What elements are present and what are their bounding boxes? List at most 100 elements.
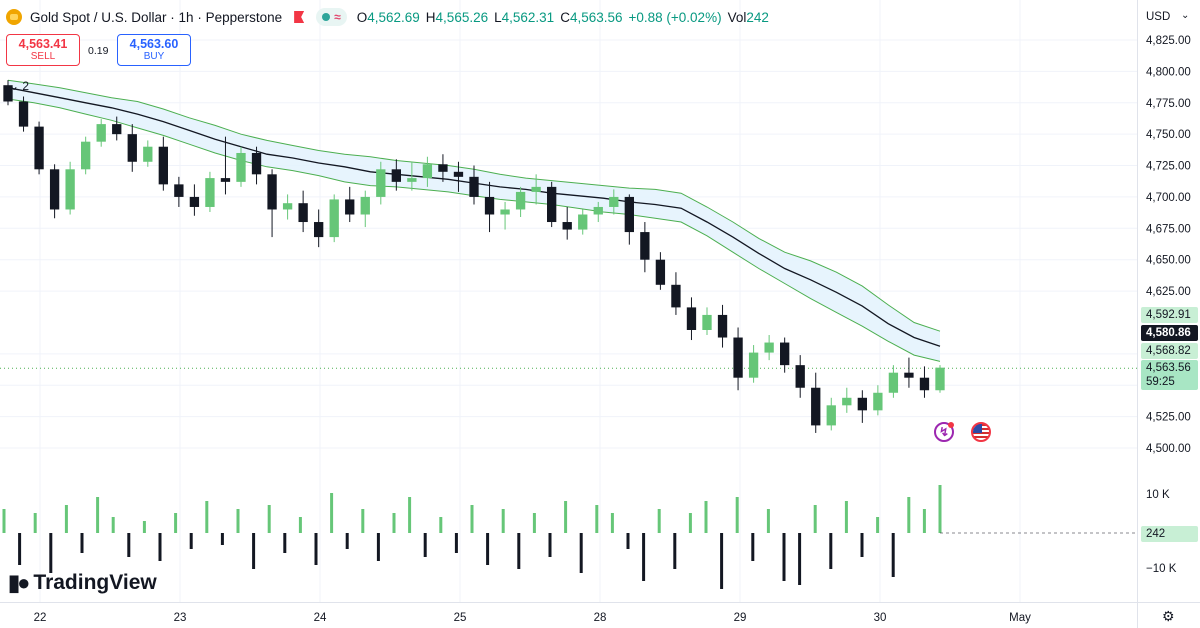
volume-bar	[673, 533, 677, 569]
volume-bar	[454, 533, 458, 553]
candle-body	[686, 307, 697, 330]
last-price-label: 4,563.56 59:25	[1141, 360, 1198, 390]
candle-body	[888, 372, 899, 393]
price-tick-label: 4,800.00	[1146, 66, 1191, 78]
spread-value: 0.19	[88, 45, 109, 57]
candle-body	[391, 169, 401, 182]
volume-bar	[548, 533, 552, 557]
candle-body	[329, 199, 339, 238]
candle-body	[298, 203, 308, 223]
upper-band-label: 4,592.91	[1141, 307, 1198, 323]
candle-body	[904, 372, 914, 378]
volume-bar	[517, 533, 521, 569]
candle-body	[236, 152, 246, 182]
time-tick-label: 29	[734, 612, 747, 624]
us-flag-event-icon[interactable]	[971, 422, 991, 442]
wave-icon: ≈	[334, 10, 341, 24]
candle-body	[562, 222, 572, 230]
candle-body	[143, 146, 153, 162]
candle-body	[174, 184, 184, 197]
bar-countdown: 59:25	[1146, 376, 1175, 388]
candle-body	[65, 169, 75, 210]
volume-bar	[96, 497, 100, 533]
price-tick-label: 4,675.00	[1146, 223, 1191, 235]
sell-price: 4,563.41	[18, 36, 68, 51]
volume-bar	[907, 497, 911, 533]
indicator-toggle[interactable]: ⌄ 2	[9, 79, 30, 93]
candle-body	[500, 209, 510, 215]
volume-tick-label: 10 K	[1146, 489, 1170, 501]
buy-button[interactable]: 4,563.60 BUY	[117, 34, 191, 66]
candle-body	[407, 178, 417, 182]
volume-bar	[844, 501, 848, 533]
volume-bar	[267, 505, 271, 533]
lower-band-label: 4,568.82	[1141, 343, 1198, 359]
candle-body	[655, 259, 666, 285]
candle-body	[531, 186, 541, 192]
price-tick-label: 4,525.00	[1146, 412, 1191, 424]
volume-axis-labels: 10 K −10 K	[1146, 489, 1177, 575]
settings-icon[interactable]: ⚙	[1162, 608, 1175, 624]
price-tick-label: 4,700.00	[1146, 192, 1191, 204]
time-tick-label: 25	[454, 612, 467, 624]
candle-body	[578, 214, 588, 230]
volume-bar	[298, 517, 302, 533]
symbol-title[interactable]: Gold Spot / U.S. Dollar · 1h · Peppersto…	[30, 9, 283, 25]
time-tick-label: 30	[874, 612, 887, 624]
buy-price: 4,563.60	[129, 36, 179, 51]
status-pill[interactable]: ≈	[316, 8, 347, 26]
volume-bar	[564, 501, 568, 533]
flag-icon[interactable]	[294, 11, 305, 23]
volume-bar	[782, 533, 786, 581]
sell-button[interactable]: 4,563.41 SELL	[6, 34, 80, 66]
ohlc-high: H4,565.26	[425, 9, 489, 25]
candle-body	[81, 141, 91, 170]
volume-bar	[486, 533, 490, 565]
volume-current-label: 242	[1141, 526, 1198, 542]
volume-bar	[579, 533, 583, 573]
volume-bar	[80, 533, 84, 553]
band-fill	[8, 80, 940, 362]
volume-bar	[174, 513, 178, 533]
volume-bar	[376, 533, 380, 561]
candle-body	[811, 387, 821, 426]
time-tick-label: 23	[174, 612, 187, 624]
volume-bar	[189, 533, 193, 549]
volume-bar	[158, 533, 162, 561]
candle-body	[671, 284, 681, 308]
price-tick-label: 4,650.00	[1146, 255, 1191, 267]
candle-body	[282, 203, 293, 210]
chevron-down-icon[interactable]: ⌄	[1181, 10, 1190, 21]
candle-body	[764, 342, 774, 353]
candle-body	[96, 124, 106, 142]
tradingview-logo[interactable]: ▮● TradingView	[8, 570, 157, 596]
volume-bar	[49, 533, 53, 573]
price-axis-labels: 4,825.00 4,800.00 4,775.00 4,750.00 4,725.00…	[1146, 35, 1191, 455]
volume-bar	[345, 533, 349, 549]
lightning-event-icon[interactable]: ↯	[934, 422, 954, 442]
volume-bar	[798, 533, 802, 585]
gold-coin-icon	[6, 9, 22, 25]
currency-selector[interactable]: USD	[1146, 11, 1171, 23]
candle-body	[127, 134, 137, 162]
gridlines	[0, 0, 1137, 602]
volume-bar	[751, 533, 755, 561]
candle-body	[873, 392, 883, 411]
candle-body	[702, 314, 712, 330]
lower-band-line	[7, 98, 941, 362]
mid-line-label: 4,580.86	[1141, 325, 1198, 341]
buy-label: BUY	[143, 51, 165, 63]
price-tick-label: 4,750.00	[1146, 129, 1191, 141]
volume-bar	[283, 533, 287, 553]
candle-body	[640, 232, 650, 260]
candle-body	[826, 405, 836, 426]
volume-bar	[470, 505, 474, 533]
volume-bar	[876, 517, 880, 533]
volume-bar	[688, 513, 692, 533]
ohlc-low: L4,562.31	[494, 9, 555, 25]
price-tick-label: 4,825.00	[1146, 35, 1191, 47]
symbol-legend: Gold Spot / U.S. Dollar · 1h · Peppersto…	[6, 6, 769, 28]
volume-bar	[2, 509, 6, 533]
volume-bar	[501, 509, 505, 533]
